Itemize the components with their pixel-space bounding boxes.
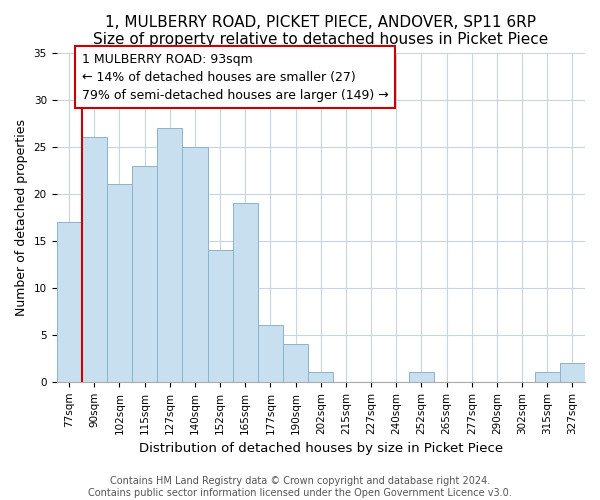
Bar xyxy=(56,222,82,382)
Bar xyxy=(283,344,308,382)
Bar xyxy=(258,326,283,382)
Title: 1, MULBERRY ROAD, PICKET PIECE, ANDOVER, SP11 6RP
Size of property relative to d: 1, MULBERRY ROAD, PICKET PIECE, ANDOVER,… xyxy=(93,15,548,48)
Bar xyxy=(535,372,560,382)
Bar xyxy=(233,203,258,382)
X-axis label: Distribution of detached houses by size in Picket Piece: Distribution of detached houses by size … xyxy=(139,442,503,455)
Bar xyxy=(308,372,334,382)
Bar xyxy=(157,128,182,382)
Y-axis label: Number of detached properties: Number of detached properties xyxy=(15,119,28,316)
Text: 1 MULBERRY ROAD: 93sqm
← 14% of detached houses are smaller (27)
79% of semi-det: 1 MULBERRY ROAD: 93sqm ← 14% of detached… xyxy=(82,52,388,102)
Bar xyxy=(560,363,585,382)
Bar xyxy=(132,166,157,382)
Bar xyxy=(182,147,208,382)
Bar xyxy=(409,372,434,382)
Text: Contains HM Land Registry data © Crown copyright and database right 2024.
Contai: Contains HM Land Registry data © Crown c… xyxy=(88,476,512,498)
Bar xyxy=(82,138,107,382)
Bar xyxy=(208,250,233,382)
Bar xyxy=(107,184,132,382)
